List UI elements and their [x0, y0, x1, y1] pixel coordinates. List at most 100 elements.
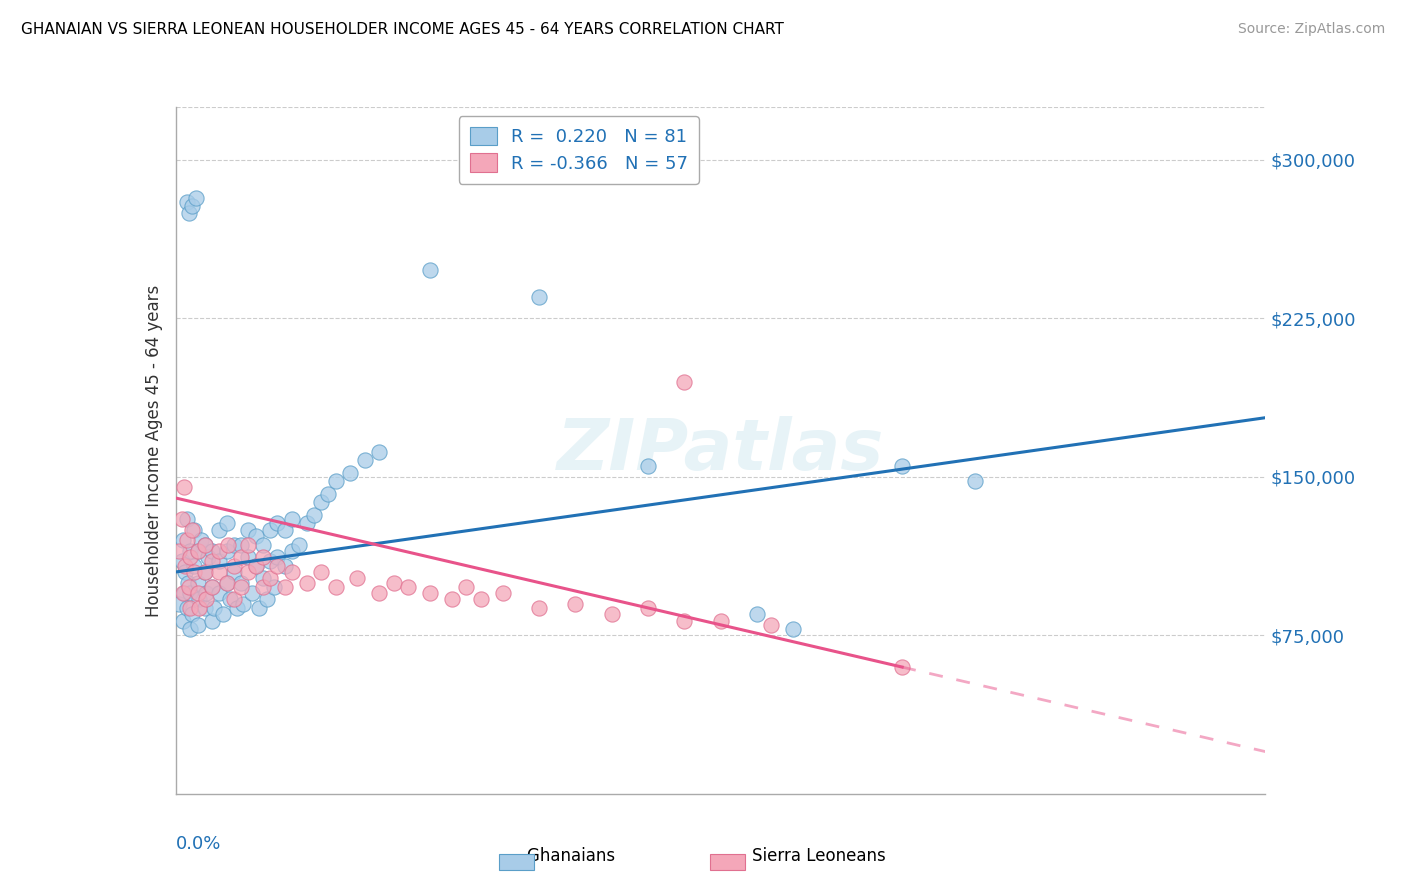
Point	[180, 523, 202, 537]
Point	[183, 523, 205, 537]
Point	[440, 592, 463, 607]
Point	[179, 544, 201, 558]
Point	[302, 508, 325, 522]
Point	[232, 597, 254, 611]
Point	[325, 474, 347, 488]
Point	[179, 622, 201, 636]
Point	[174, 558, 197, 573]
Point	[266, 558, 288, 573]
Point	[186, 575, 209, 590]
Point	[208, 554, 231, 568]
Point	[382, 575, 405, 590]
Point	[186, 544, 209, 558]
Point	[456, 580, 478, 594]
Point	[215, 575, 238, 590]
Legend: R =  0.220   N = 81, R = -0.366   N = 57: R = 0.220 N = 81, R = -0.366 N = 57	[458, 116, 699, 184]
Point	[188, 601, 211, 615]
Point	[169, 544, 191, 558]
Point	[295, 575, 318, 590]
Point	[259, 554, 281, 568]
Point	[309, 565, 332, 579]
Point	[419, 262, 441, 277]
Point	[197, 550, 219, 565]
Point	[891, 459, 914, 474]
Point	[183, 565, 205, 579]
Point	[252, 537, 274, 551]
Point	[172, 533, 194, 548]
Point	[339, 466, 361, 480]
Point	[173, 586, 195, 600]
Point	[217, 537, 239, 551]
Point	[177, 580, 200, 594]
Point	[318, 487, 340, 501]
Point	[208, 544, 231, 558]
Point	[190, 533, 212, 548]
Point	[245, 558, 267, 573]
Point	[600, 607, 623, 622]
Point	[256, 592, 278, 607]
Point	[170, 554, 193, 568]
Point	[172, 614, 194, 628]
Point	[208, 586, 231, 600]
Point	[180, 607, 202, 622]
Point	[263, 580, 285, 594]
Point	[215, 516, 238, 531]
Point	[231, 550, 253, 565]
Point	[238, 550, 260, 565]
Point	[212, 607, 235, 622]
Point	[176, 195, 198, 210]
Point	[176, 601, 198, 615]
Point	[188, 592, 211, 607]
Point	[564, 597, 586, 611]
Point	[202, 601, 225, 615]
Point	[169, 597, 191, 611]
Point	[527, 601, 550, 615]
Point	[492, 586, 515, 600]
Point	[201, 580, 224, 594]
Point	[963, 474, 986, 488]
Point	[231, 575, 253, 590]
Point	[194, 601, 217, 615]
Point	[179, 586, 201, 600]
Point	[201, 614, 224, 628]
Point	[245, 529, 267, 543]
Point	[710, 614, 733, 628]
Point	[288, 537, 311, 551]
Point	[281, 544, 304, 558]
Text: GHANAIAN VS SIERRA LEONEAN HOUSEHOLDER INCOME AGES 45 - 64 YEARS CORRELATION CHA: GHANAIAN VS SIERRA LEONEAN HOUSEHOLDER I…	[21, 22, 785, 37]
Point	[295, 516, 318, 531]
Point	[396, 580, 419, 594]
Point	[172, 586, 194, 600]
Point	[673, 614, 696, 628]
Text: Ghanaians: Ghanaians	[506, 847, 616, 865]
Point	[240, 586, 263, 600]
Point	[177, 205, 200, 219]
Point	[194, 537, 217, 551]
Point	[195, 586, 218, 600]
Point	[208, 565, 231, 579]
Point	[637, 601, 659, 615]
Point	[274, 523, 297, 537]
Point	[266, 516, 288, 531]
Point	[183, 558, 205, 573]
Point	[201, 554, 224, 568]
Point	[176, 533, 198, 548]
Point	[419, 586, 441, 600]
Point	[201, 580, 224, 594]
Point	[325, 580, 347, 594]
Point	[368, 586, 391, 600]
Point	[527, 290, 550, 304]
Point	[186, 544, 209, 558]
Point	[186, 617, 209, 632]
Point	[353, 453, 375, 467]
Point	[201, 544, 224, 558]
Point	[245, 558, 267, 573]
Point	[173, 480, 195, 494]
Point	[219, 592, 242, 607]
Point	[259, 523, 281, 537]
Point	[309, 495, 332, 509]
Point	[195, 592, 218, 607]
Point	[194, 565, 217, 579]
Point	[179, 601, 201, 615]
Point	[782, 622, 804, 636]
